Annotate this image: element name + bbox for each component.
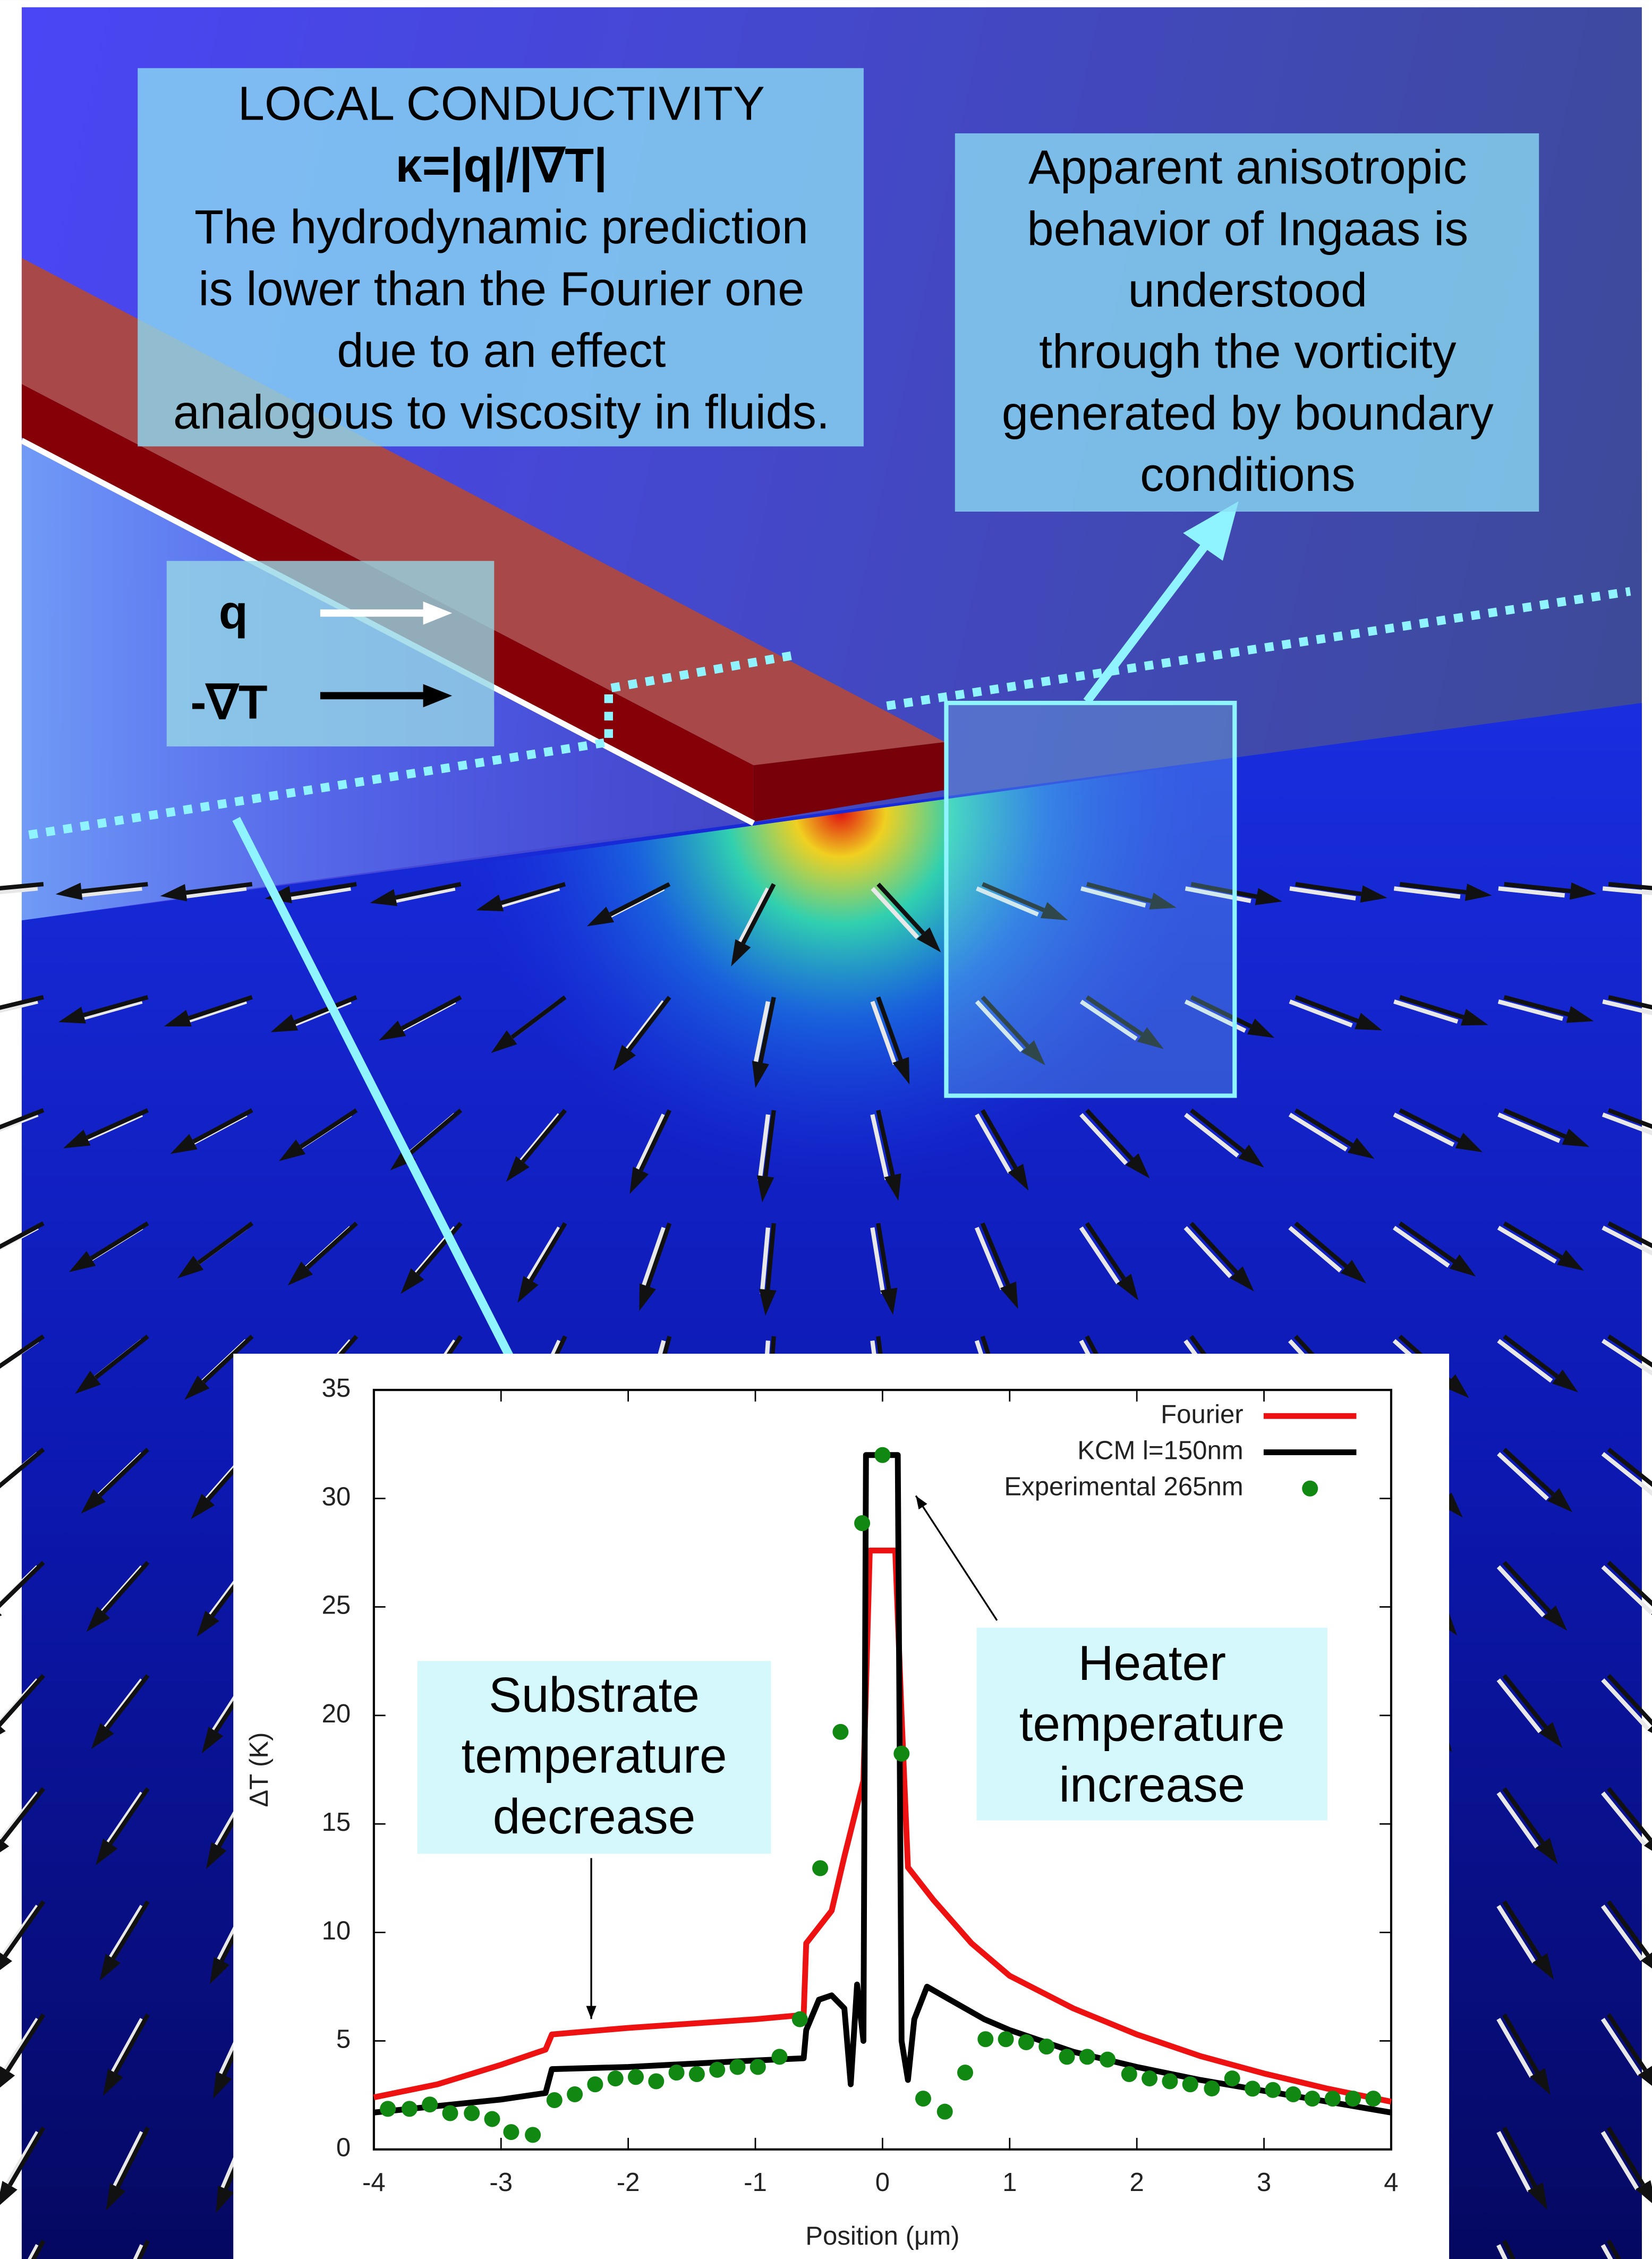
data-point [1365,2091,1381,2107]
annotation-text: decrease [493,1789,696,1844]
legend-label: KCM l=150nm [1077,1437,1243,1465]
figure: LOCAL CONDUCTIVITY κ=|q|/|∇T| The hydrodyn… [0,0,1652,2259]
data-point [1245,2080,1261,2096]
data-point [648,2073,664,2089]
box-text: is lower than the Fourier one [199,262,805,316]
box-text: Apparent anisotropic [1028,141,1467,194]
data-point [587,2076,603,2092]
y-tick-label: 0 [336,2134,351,2162]
box-text: analogous to viscosity in fluids. [173,386,830,439]
data-point [874,1447,890,1463]
data-point [1018,2034,1034,2050]
data-point [1305,2091,1321,2107]
y-tick-label: 15 [322,1808,351,1837]
data-point [1182,2076,1198,2092]
annotation-text: temperature [1019,1696,1285,1751]
box-text: generated by boundary [1002,387,1494,440]
data-point [915,2091,931,2107]
data-point [854,1515,870,1531]
data-point [567,2086,583,2102]
zoom-region [946,703,1234,1095]
x-tick-label: -1 [744,2168,767,2197]
y-tick-label: 5 [336,2025,351,2053]
data-point [669,2065,685,2080]
y-tick-label: 35 [322,1374,351,1403]
x-tick-label: 0 [875,2168,890,2197]
box-text: behavior of Ingaas is [1027,202,1469,256]
data-point [977,2031,993,2047]
data-point [525,2127,541,2143]
data-point [998,2031,1014,2047]
data-point [380,2101,396,2117]
data-point [547,2092,563,2108]
x-tick-label: -3 [489,2168,513,2197]
grad-label: -∇T [190,676,267,729]
data-point [893,1746,909,1762]
data-point [442,2105,458,2121]
data-point [729,2059,745,2075]
data-point [422,2096,438,2112]
data-point [750,2059,766,2075]
annotation-text: Substrate [489,1667,700,1722]
legend-marker [1302,1481,1318,1497]
box-text: due to an effect [337,325,666,378]
data-point [709,2062,725,2078]
y-axis-label: ΔT (K) [245,1732,274,1807]
y-tick-label: 20 [322,1700,351,1728]
x-tick-label: -2 [617,2168,640,2197]
data-point [832,1724,848,1740]
annotation-text: Heater [1078,1635,1226,1691]
data-point [1224,2070,1240,2086]
data-point [812,1860,828,1876]
data-point [1079,2049,1095,2065]
box-text: conditions [1140,448,1355,502]
data-point [1345,2091,1361,2107]
data-point [1325,2091,1341,2107]
y-tick-label: 30 [322,1482,351,1511]
y-tick-label: 25 [322,1591,351,1620]
y-tick-label: 10 [322,1916,351,1945]
data-point [937,2104,953,2120]
data-point [957,2065,973,2080]
x-tick-label: 4 [1384,2168,1398,2197]
annotation-text: temperature [461,1728,727,1783]
data-point [1038,2039,1054,2054]
box-text: The hydrodynamic prediction [194,201,808,254]
data-point [503,2124,519,2140]
data-point [1285,2086,1301,2102]
data-point [608,2070,624,2086]
data-point [1121,2066,1137,2082]
data-point [1100,2052,1115,2068]
x-tick-label: -4 [362,2168,386,2197]
x-tick-label: 1 [1002,2168,1017,2197]
data-point [402,2101,418,2117]
data-point [1142,2070,1157,2086]
data-point [771,2049,787,2065]
data-point [792,2011,808,2027]
box-text: understood [1128,264,1367,317]
data-point [628,2069,644,2085]
box-text: κ=|q|/|∇T| [396,139,608,193]
legend-label: Fourier [1161,1400,1244,1429]
data-point [1059,2049,1075,2065]
data-point [689,2066,705,2082]
data-point [484,2111,500,2127]
annotation-text: increase [1059,1757,1246,1812]
x-tick-label: 3 [1257,2168,1271,2197]
data-point [1204,2080,1220,2096]
x-tick-label: 2 [1130,2168,1144,2197]
q-label: q [219,586,248,639]
data-point [1265,2082,1281,2098]
legend-label: Experimental 265nm [1004,1473,1243,1501]
data-point [1162,2073,1178,2089]
data-point [464,2105,480,2121]
box-text: LOCAL CONDUCTIVITY [238,78,765,131]
x-axis-label: Position (μm) [805,2222,959,2250]
box-text: through the vorticity [1039,326,1457,379]
